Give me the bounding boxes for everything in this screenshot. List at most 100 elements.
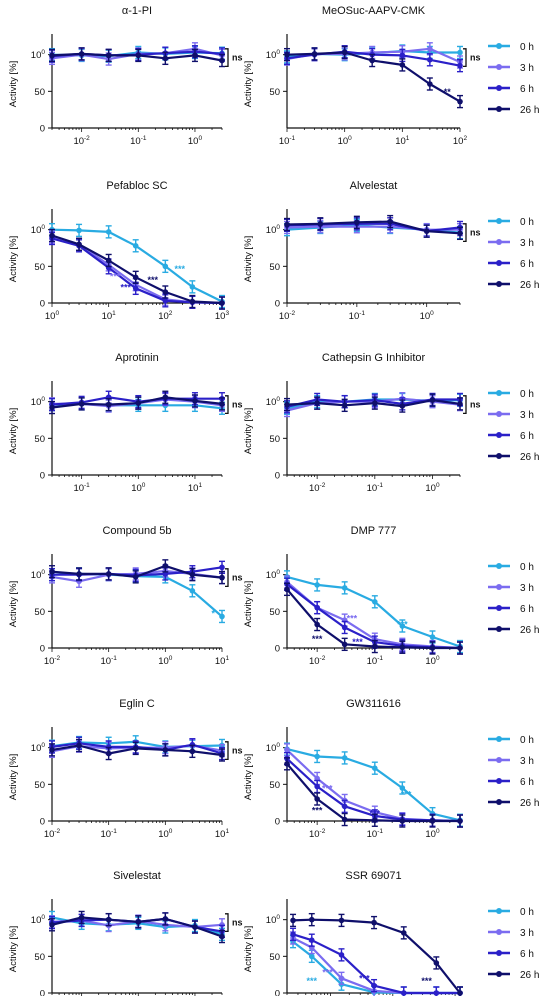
data-point — [105, 401, 112, 408]
legend-swatch-dot — [496, 929, 502, 935]
legend-item: 3 h — [488, 756, 534, 767]
legend-item: 3 h — [488, 928, 534, 939]
data-point — [341, 624, 348, 631]
significance-label: *** — [352, 637, 363, 647]
data-point — [132, 285, 139, 292]
y-axis-label: Activity [%] — [243, 926, 254, 972]
ns-bracket — [225, 48, 229, 68]
data-point — [219, 613, 225, 620]
data-point — [314, 582, 320, 588]
x-tick-label: 101 — [395, 135, 410, 147]
data-point — [457, 818, 463, 824]
data-point — [162, 563, 169, 569]
data-point — [427, 81, 433, 87]
legend-item: 26 h — [488, 452, 539, 463]
data-point — [308, 953, 315, 960]
ns-label: ns — [470, 228, 481, 238]
significance-label: *** — [312, 806, 323, 816]
data-point — [341, 585, 348, 591]
x-tick-label: 100 — [338, 135, 353, 147]
legend-label: 26 h — [520, 798, 539, 809]
legend-item: 6 h — [488, 84, 534, 95]
x-tick-label: 101 — [215, 655, 230, 667]
data-point — [189, 284, 196, 290]
significance-label: *** — [148, 275, 159, 285]
data-point — [399, 52, 406, 59]
legend-swatch-dot — [496, 281, 502, 287]
y-axis-label: Activity [%] — [8, 581, 19, 627]
legend-label: 0 h — [520, 389, 534, 400]
y-tick-label: 100 — [31, 396, 46, 408]
data-point — [219, 933, 225, 940]
data-point — [76, 742, 82, 749]
ns-label: ns — [232, 573, 243, 583]
y-tick-label: 50 — [34, 262, 45, 273]
significance-label: *** — [401, 790, 412, 800]
legend-swatch-dot — [496, 239, 502, 245]
data-point — [314, 621, 320, 628]
data-point — [429, 634, 436, 640]
x-tick-label: 10-1 — [279, 135, 296, 147]
y-tick-label: 100 — [266, 396, 281, 408]
legend-item: 26 h — [488, 798, 539, 809]
data-point — [284, 761, 290, 767]
data-point — [78, 51, 85, 57]
series-3 — [49, 47, 225, 68]
y-tick-label: 0 — [40, 124, 45, 135]
data-point — [132, 574, 139, 580]
ns-bracket — [463, 395, 467, 415]
y-tick-label: 50 — [269, 952, 280, 963]
y-tick-label: 50 — [269, 607, 280, 618]
data-point — [400, 930, 407, 936]
y-axis-label: Activity [%] — [8, 236, 19, 282]
data-point — [399, 403, 406, 409]
data-point — [105, 750, 112, 757]
legend-swatch-dot — [496, 799, 502, 805]
y-tick-label: 100 — [266, 914, 281, 926]
y-tick-label: 50 — [269, 434, 280, 445]
legend-item: 3 h — [488, 410, 534, 421]
legend-swatch-dot — [496, 453, 502, 459]
significance-label: *** — [322, 784, 333, 794]
data-point — [76, 227, 82, 234]
panel-title: Pefabloc SC — [106, 180, 167, 192]
legend-swatch-dot — [496, 736, 502, 742]
series-3 — [49, 390, 225, 415]
data-point — [341, 402, 348, 409]
data-point — [338, 917, 345, 924]
data-point — [76, 571, 82, 577]
panel-title: Compound 5b — [102, 525, 171, 537]
legend-label: 3 h — [520, 756, 534, 767]
panel-title: Sivelestat — [113, 870, 161, 882]
data-point — [399, 644, 406, 651]
data-point — [135, 919, 142, 925]
data-point — [132, 243, 139, 249]
data-point — [49, 922, 55, 928]
data-point — [132, 745, 139, 752]
data-point — [105, 52, 112, 59]
ns-bracket — [463, 223, 467, 243]
y-tick-label: 0 — [275, 471, 280, 482]
data-point — [314, 783, 320, 790]
series-3 — [49, 559, 225, 585]
panel-title: α-1-PI — [122, 5, 152, 17]
x-tick-label: 10-1 — [367, 828, 384, 840]
x-tick-label: 100 — [425, 655, 440, 667]
data-point — [189, 748, 196, 755]
y-axis-label: Activity [%] — [243, 581, 254, 627]
data-point — [314, 400, 320, 406]
legend-label: 0 h — [520, 217, 534, 228]
x-tick-label: 103 — [215, 310, 230, 322]
legend-item: 0 h — [488, 735, 534, 746]
significance-label: *** — [307, 976, 318, 986]
series-3 — [284, 582, 463, 655]
data-point — [341, 803, 348, 810]
y-tick-label: 0 — [275, 817, 280, 828]
data-point — [423, 228, 430, 234]
legend-swatch-dot — [496, 563, 502, 569]
legend-label: 26 h — [520, 280, 539, 291]
x-tick-label: 10-2 — [309, 482, 326, 494]
panel-6: Compound 5b 0 50 100 10-2 10-1 100 101 Activity … — [8, 525, 243, 667]
data-point — [433, 960, 440, 966]
ns-bracket — [225, 568, 229, 588]
